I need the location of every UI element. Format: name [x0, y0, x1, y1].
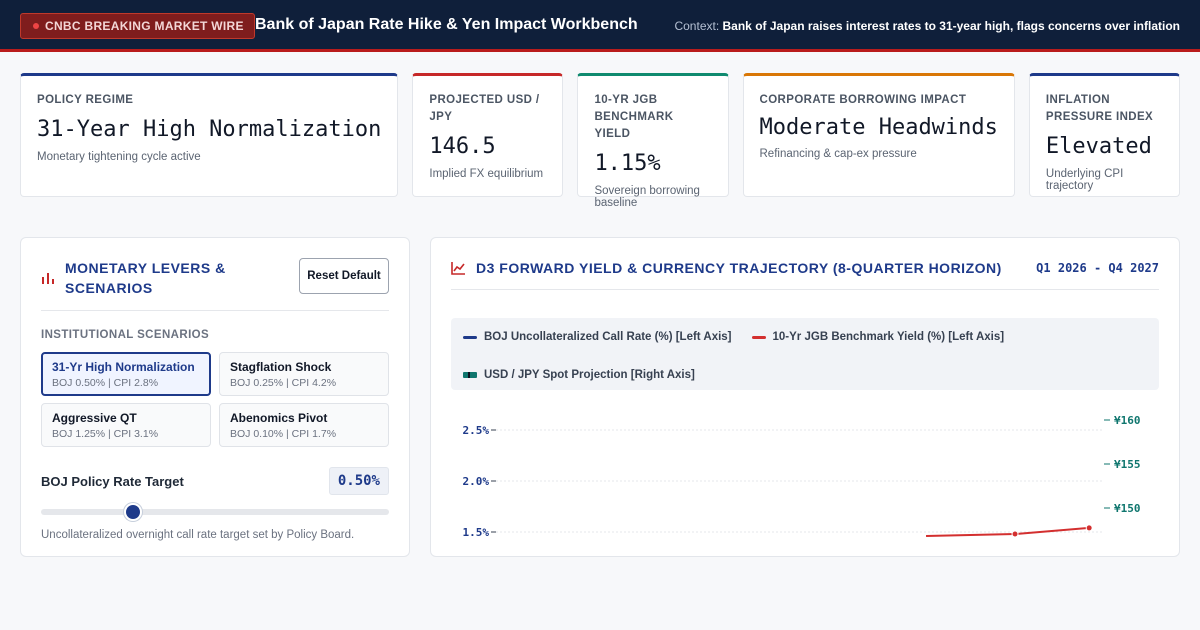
scenario-meta: BOJ 0.10% | CPI 1.7%: [230, 428, 337, 440]
policy-rate-slider-thumb[interactable]: [123, 503, 142, 521]
chart-legend: BOJ Uncollateralized Call Rate (%) [Left…: [451, 318, 1159, 390]
scenario-name: Aggressive QT: [52, 411, 137, 425]
right-tick-label: ¥155: [1114, 458, 1141, 471]
scenario-stagflation-shock[interactable]: Stagflation Shock BOJ 0.25% | CPI 4.2%: [219, 352, 389, 396]
kpi-label: POLICY REGIME: [37, 94, 134, 106]
kpi-sub: Monetary tightening cycle active: [37, 151, 201, 163]
policy-rate-label: BOJ Policy Rate Target: [41, 473, 184, 489]
levers-title-wrap: MONETARY LEVERS & SCENARIOS: [41, 258, 255, 298]
left-tick-label: 1.5%: [463, 526, 490, 539]
legend-label: USD / JPY Spot Projection [Right Axis]: [484, 369, 695, 381]
series-point: [1085, 524, 1093, 532]
series-line-jgb-yield: [1014, 526, 1090, 536]
scenario-meta: BOJ 1.25% | CPI 3.1%: [52, 428, 159, 440]
right-tick-label: ¥160: [1114, 414, 1141, 427]
live-dot-icon: [33, 23, 39, 29]
kpi-label: 10-YR JGB BENCHMARK YIELD: [594, 94, 674, 140]
kpi-inflation-pressure: INFLATION PRESSURE INDEX Elevated Underl…: [1028, 73, 1180, 197]
left-tick-label: 2.0%: [463, 475, 490, 488]
legend-usd-jpy: USD / JPY Spot Projection [Right Axis]: [463, 364, 695, 386]
scenario-31yr-high-normalization[interactable]: 31-Yr High Normalization BOJ 0.50% | CPI…: [41, 352, 211, 396]
kpi-value: Moderate Headwinds: [759, 115, 998, 140]
legend-label: 10-Yr JGB Benchmark Yield (%) [Left Axis…: [772, 331, 1005, 343]
scenarios-label: INSTITUTIONAL SCENARIOS: [41, 329, 210, 341]
app-title: Bank of Japan Rate Hike & Yen Impact Wor…: [255, 16, 638, 33]
right-tick-label: ¥150: [1114, 502, 1141, 515]
kpi-value: Elevated: [1045, 134, 1152, 159]
kpi-label: INFLATION PRESSURE INDEX: [1045, 94, 1154, 123]
kpi-sub: Refinancing & cap-ex pressure: [759, 148, 917, 160]
legend-jgb-yield: 10-Yr JGB Benchmark Yield (%) [Left Axis…: [751, 326, 1005, 348]
policy-rate-help: Uncollateralized overnight call rate tar…: [41, 529, 355, 541]
kpi-value: 146.5: [429, 134, 496, 159]
chart-panel: D3 FORWARD YIELD & CURRENCY TRAJECTORY (…: [430, 237, 1180, 557]
kpi-row: POLICY REGIME 31-Year High Normalization…: [20, 73, 1180, 209]
scenario-name: Abenomics Pivot: [230, 411, 328, 425]
policy-rate-value: 0.50%: [328, 467, 389, 495]
series-point: [1011, 530, 1019, 538]
breaking-badge: CNBC BREAKING MARKET WIRE: [20, 13, 255, 39]
policy-rate-row: BOJ Policy Rate Target 0.50%: [41, 467, 389, 495]
legend-label: BOJ Uncollateralized Call Rate (%) [Left…: [484, 331, 732, 343]
policy-rate-slider[interactable]: [41, 503, 389, 521]
levers-title: MONETARY LEVERS & SCENARIOS: [65, 260, 226, 296]
context-line: Context: Bank of Japan raises interest r…: [674, 19, 1180, 33]
top-bar: CNBC BREAKING MARKET WIRE Bank of Japan …: [0, 0, 1200, 52]
legend-swatch: [463, 372, 477, 378]
series-line-segment: [926, 533, 1016, 538]
context-label: Context:: [674, 19, 720, 33]
kpi-label: CORPORATE BORROWING IMPACT: [759, 94, 967, 106]
kpi-sub: Sovereign borrowing baseline: [594, 185, 700, 209]
legend-swatch: [751, 335, 766, 339]
kpi-value: 31-Year High Normalization: [37, 117, 382, 142]
scenario-abenomics-pivot[interactable]: Abenomics Pivot BOJ 0.10% | CPI 1.7%: [219, 403, 389, 447]
badge-label: CNBC BREAKING MARKET WIRE: [45, 19, 244, 33]
levers-panel: MONETARY LEVERS & SCENARIOS Reset Defaul…: [20, 237, 410, 557]
reset-default-button[interactable]: Reset Default: [299, 258, 389, 294]
chart-range: Q1 2026 - Q4 2027: [1036, 261, 1159, 275]
left-tick-label: 2.5%: [463, 424, 490, 437]
scenario-name: 31-Yr High Normalization: [52, 360, 195, 374]
levers-header: MONETARY LEVERS & SCENARIOS Reset Defaul…: [41, 258, 389, 311]
scenario-meta: BOJ 0.25% | CPI 4.2%: [230, 377, 337, 389]
kpi-label: PROJECTED USD / JPY: [429, 94, 540, 123]
scenario-aggressive-qt[interactable]: Aggressive QT BOJ 1.25% | CPI 3.1%: [41, 403, 211, 447]
trajectory-chart: 2.5% 2.0% 1.5% ¥160 ¥155 ¥150: [463, 414, 1141, 539]
scenario-grid: 31-Yr High Normalization BOJ 0.50% | CPI…: [41, 352, 389, 447]
kpi-sub: Underlying CPI trajectory: [1045, 168, 1124, 192]
kpi-policy-regime: POLICY REGIME 31-Year High Normalization…: [20, 73, 399, 197]
legend-boj-call-rate: BOJ Uncollateralized Call Rate (%) [Left…: [463, 326, 732, 348]
context-text: Bank of Japan raises interest rates to 3…: [722, 19, 1180, 33]
scenario-meta: BOJ 0.50% | CPI 2.8%: [52, 377, 159, 389]
kpi-sub: Implied FX equilibrium: [429, 168, 544, 180]
chart-header: D3 FORWARD YIELD & CURRENCY TRAJECTORY (…: [451, 258, 1159, 290]
line-chart-icon: [451, 262, 465, 275]
legend-swatch: [463, 335, 477, 339]
bar-chart-icon: [42, 273, 54, 284]
chart-title: D3 FORWARD YIELD & CURRENCY TRAJECTORY (…: [476, 260, 1002, 276]
kpi-usd-jpy: PROJECTED USD / JPY 146.5 Implied FX equ…: [412, 73, 564, 197]
kpi-value: 1.15%: [594, 151, 661, 176]
scenario-name: Stagflation Shock: [230, 360, 332, 374]
kpi-corporate-borrowing: CORPORATE BORROWING IMPACT Moderate Head…: [742, 73, 1015, 197]
kpi-jgb-yield: 10-YR JGB BENCHMARK YIELD 1.15% Sovereig…: [577, 73, 729, 209]
chart-title-wrap: D3 FORWARD YIELD & CURRENCY TRAJECTORY (…: [451, 258, 1002, 278]
